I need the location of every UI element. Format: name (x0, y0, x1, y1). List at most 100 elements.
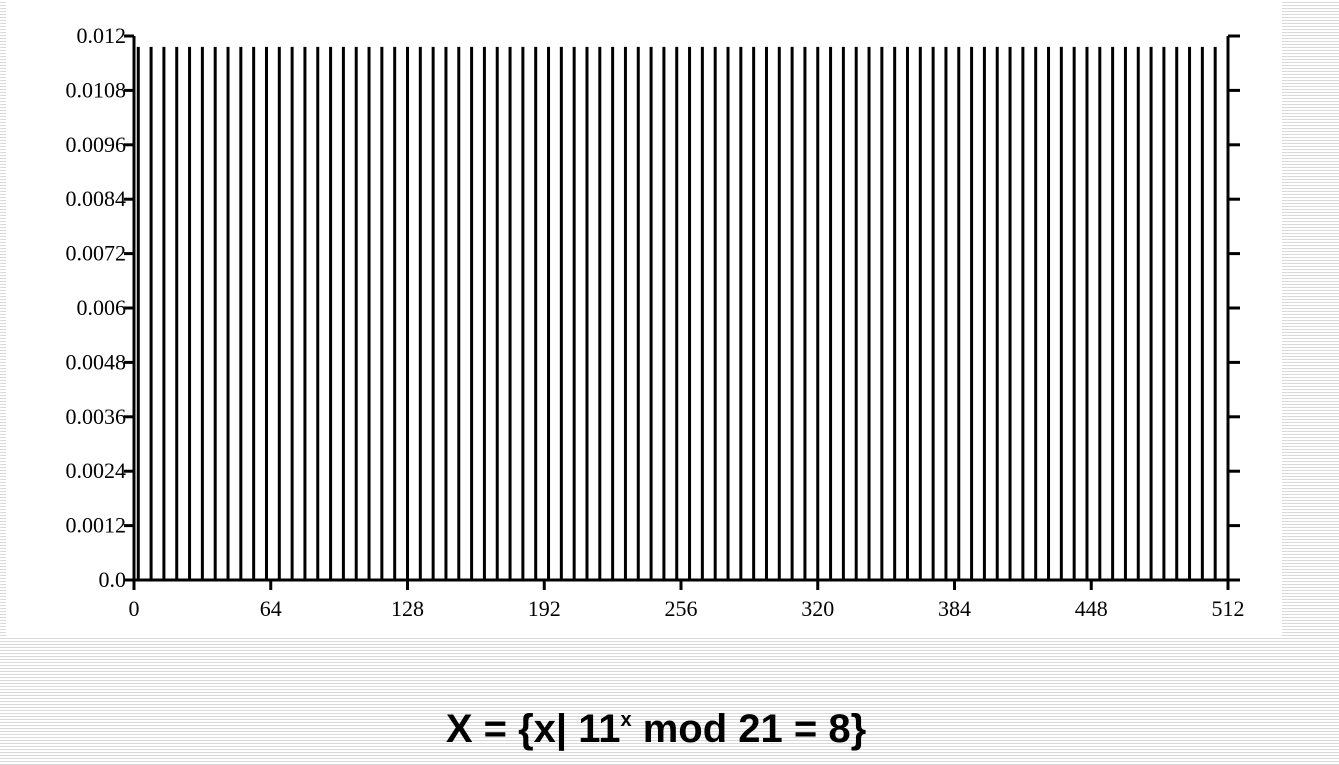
ticks-group: 0.0 0.0012 0.0024 0.0036 0.0048 0.006 0.0072 0.… (66, 23, 1245, 621)
bar (1047, 46, 1051, 580)
bar (777, 46, 781, 580)
bar (970, 46, 974, 580)
y-tick-label: 0.0048 (66, 349, 127, 374)
bar (905, 46, 909, 580)
bar (547, 46, 551, 580)
bar (277, 46, 281, 580)
bar (1123, 46, 1127, 580)
bar (559, 46, 563, 580)
bar (982, 46, 986, 580)
bar (534, 46, 538, 580)
bar (790, 46, 794, 580)
y-tick-label: 0.0084 (66, 186, 127, 211)
bar (200, 46, 204, 580)
bar (393, 46, 397, 580)
plot-panel: 0.0 0.0012 0.0024 0.0036 0.0048 0.006 0.0072 0.… (6, 0, 1282, 636)
bar (752, 46, 756, 580)
x-tick-label: 384 (938, 596, 971, 621)
bar (226, 46, 230, 580)
chart-caption: X = {x| 11x mod 21 = 8} (0, 694, 1312, 755)
bar (482, 46, 486, 580)
y-tick-label: 0.0012 (66, 513, 127, 538)
y-tick-label: 0.0036 (66, 404, 127, 429)
bar (1021, 46, 1025, 580)
bar (623, 46, 627, 580)
bar (944, 46, 948, 580)
bar (188, 46, 192, 580)
y-tick-label: 0.0 (99, 567, 127, 592)
bar (995, 46, 999, 580)
bar (367, 46, 371, 580)
bar (1149, 46, 1153, 580)
bar (636, 46, 640, 580)
bar (585, 46, 589, 580)
bar (700, 46, 704, 580)
y-tick-label: 0.006 (77, 295, 127, 320)
bar (1111, 46, 1115, 580)
bar (1162, 46, 1166, 580)
bar (162, 46, 166, 580)
bar (726, 46, 730, 580)
bar (1034, 46, 1038, 580)
bar (739, 46, 743, 580)
y-tick-label: 0.0108 (66, 77, 127, 102)
bar (316, 46, 320, 580)
bar (1136, 46, 1140, 580)
bar (1072, 46, 1076, 580)
y-tick-label: 0.0072 (66, 241, 127, 266)
bar (598, 46, 602, 580)
bar (354, 46, 358, 580)
caption-prefix: X = {x| 11 (445, 707, 621, 751)
bar (1008, 46, 1012, 580)
x-tick-label: 0 (129, 596, 140, 621)
bar (303, 46, 307, 580)
bar (931, 46, 935, 580)
bars-group (136, 46, 1217, 580)
bar (149, 46, 153, 580)
bar (252, 46, 256, 580)
bar (1098, 46, 1102, 580)
bar (495, 46, 499, 580)
bar (867, 46, 871, 580)
x-tick-label: 320 (801, 596, 834, 621)
probability-chart: 0.0 0.0012 0.0024 0.0036 0.0048 0.006 0.0072 0.… (66, 23, 1245, 621)
bar (893, 46, 897, 580)
bar (380, 46, 384, 580)
caption-suffix: mod 21 = 8} (631, 707, 867, 751)
x-tick-label: 256 (665, 596, 698, 621)
bar (1085, 46, 1089, 580)
bar (688, 46, 692, 580)
bar (470, 46, 474, 580)
bar (918, 46, 922, 580)
bar (829, 46, 833, 580)
y-tick-label: 0.0024 (66, 458, 127, 483)
bar (764, 46, 768, 580)
bar (572, 46, 576, 580)
bar (264, 46, 268, 580)
x-tick-label: 64 (260, 596, 282, 621)
bar (213, 46, 217, 580)
bar (521, 46, 525, 580)
bar (816, 46, 820, 580)
bar (1059, 46, 1063, 580)
x-tick-label: 512 (1212, 596, 1245, 621)
bar (713, 46, 717, 580)
bar (175, 46, 179, 580)
bar (662, 46, 666, 580)
y-tick-label: 0.0096 (66, 132, 127, 157)
bar (406, 46, 409, 580)
bar (1188, 46, 1192, 580)
x-tick-label: 448 (1075, 596, 1108, 621)
bar (803, 46, 807, 580)
bar (841, 46, 845, 580)
bar (1200, 46, 1204, 580)
bar (418, 46, 422, 580)
bar (457, 46, 461, 580)
bar (136, 46, 140, 580)
bar (329, 46, 333, 580)
bar (649, 46, 653, 580)
bar (957, 46, 961, 580)
bar (431, 46, 435, 580)
bar (239, 46, 243, 580)
bar (508, 46, 512, 580)
